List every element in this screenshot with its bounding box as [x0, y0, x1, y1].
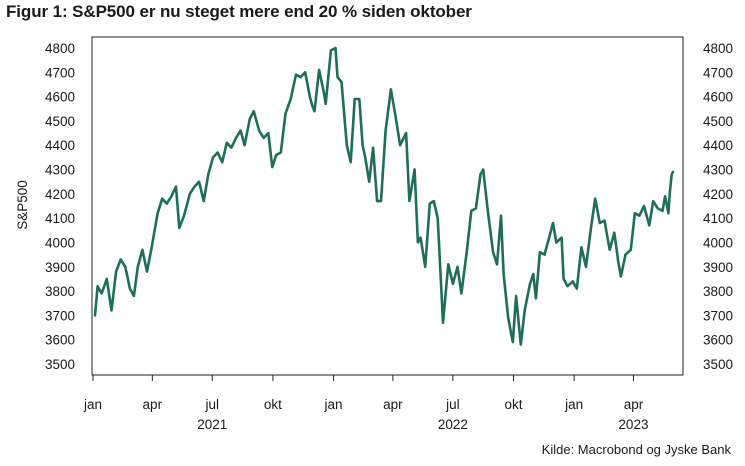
y-tick-label-right: 4300 [703, 163, 733, 178]
y-tick-label-right: 4100 [703, 211, 733, 226]
year-label: 2021 [197, 417, 227, 432]
y-tick-label-left: 4400 [45, 138, 75, 153]
y-tick-label-left: 4200 [45, 187, 75, 202]
year-label: 2023 [618, 417, 648, 432]
x-tick-label: apr [624, 397, 644, 412]
year-label: 2022 [438, 417, 468, 432]
y-tick-label-left: 4000 [45, 235, 75, 250]
y-tick-label-left: 4700 [45, 65, 75, 80]
x-tick-label: jan [83, 397, 102, 412]
y-tick-label-left: 4600 [45, 90, 75, 105]
x-tick-label: jul [205, 397, 220, 412]
y-tick-label-right: 4500 [703, 114, 733, 129]
x-tick-label: apr [143, 397, 163, 412]
chart-title: Figur 1: S&P500 er nu steget mere end 20… [6, 2, 472, 21]
x-tick-label: okt [504, 397, 522, 412]
y-tick-label-left: 3500 [45, 357, 75, 372]
y-tick-label-right: 4400 [703, 138, 733, 153]
y-tick-label-right: 3700 [703, 308, 733, 323]
y-tick-label-right: 3900 [703, 260, 733, 275]
x-tick-label: jan [564, 397, 583, 412]
y-tick-label-right: 3800 [703, 284, 733, 299]
y-axis-label: S&P500 [15, 180, 30, 230]
y-tick-label-left: 3900 [45, 260, 75, 275]
y-tick-label-left: 4500 [45, 114, 75, 129]
y-tick-label-right: 3600 [703, 333, 733, 348]
source-note: Kilde: Macrobond og Jyske Bank [541, 442, 731, 457]
y-tick-label-right: 4700 [703, 65, 733, 80]
y-tick-label-left: 4300 [45, 163, 75, 178]
x-tick-label: okt [264, 397, 282, 412]
y-tick-label-left: 3600 [45, 333, 75, 348]
x-tick-label: apr [383, 397, 403, 412]
y-tick-label-left: 3800 [45, 284, 75, 299]
y-tick-label-left: 4100 [45, 211, 75, 226]
y-tick-label-left: 4800 [45, 41, 75, 56]
y-tick-label-right: 4600 [703, 90, 733, 105]
y-tick-label-right: 4000 [703, 235, 733, 250]
y-tick-label-right: 4800 [703, 41, 733, 56]
y-tick-label-right: 4200 [703, 187, 733, 202]
plot-frame [91, 36, 684, 376]
y-tick-label-right: 3500 [703, 357, 733, 372]
series-line [93, 46, 675, 346]
x-tick-label: jan [324, 397, 343, 412]
x-tick-label: jul [445, 397, 460, 412]
y-tick-label-left: 3700 [45, 308, 75, 323]
